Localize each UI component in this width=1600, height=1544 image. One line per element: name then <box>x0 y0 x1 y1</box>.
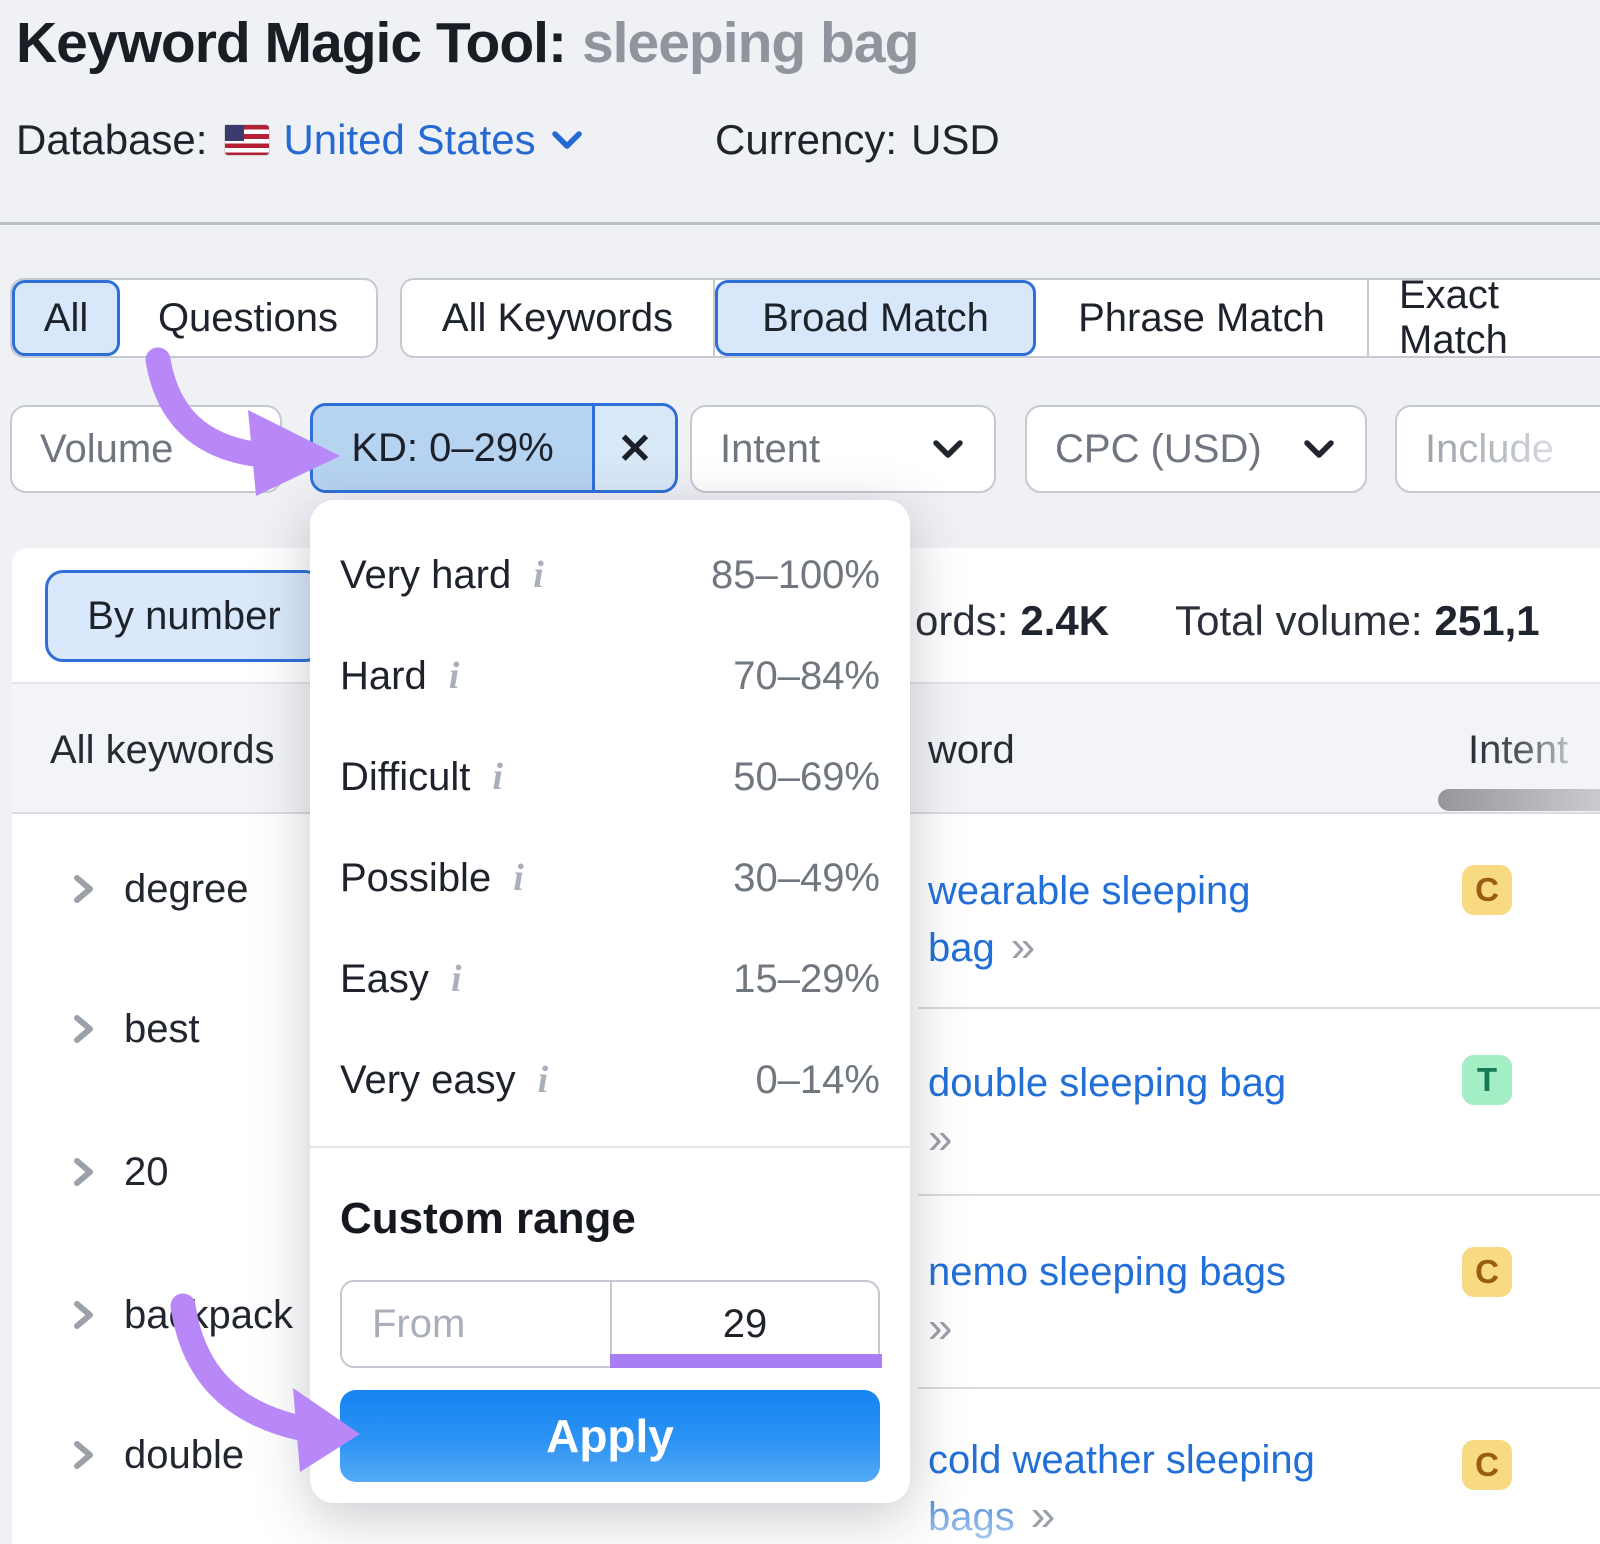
row-divider <box>918 1194 1600 1196</box>
chevron-right-icon[interactable] <box>70 872 96 906</box>
info-icon[interactable]: i <box>537 1059 549 1101</box>
chevron-right-icon[interactable] <box>70 1012 96 1046</box>
apply-button[interactable]: Apply <box>340 1390 880 1482</box>
group-item-best[interactable]: best <box>0 998 310 1060</box>
custom-range-inputs <box>340 1280 880 1368</box>
keyword-row: nemo sleeping bags » <box>928 1244 1388 1357</box>
chevron-down-icon <box>216 436 252 462</box>
include-filter[interactable]: Include <box>1395 405 1600 493</box>
tab-group-question-type: All Questions <box>10 278 378 358</box>
keyword-row: double sleeping bag » <box>928 1055 1388 1168</box>
chevron-right-icon[interactable] <box>70 1298 96 1332</box>
keyword-link[interactable]: wearable sleeping bag» <box>928 869 1251 971</box>
database-selector[interactable]: United States <box>283 116 536 163</box>
page-title-label: Keyword Magic Tool: <box>16 11 567 75</box>
info-icon[interactable]: i <box>533 554 544 596</box>
kd-option-possible[interactable]: Possible i 30–49% <box>340 855 880 900</box>
kd-option-very-hard[interactable]: Very hard i 85–100% <box>340 552 880 597</box>
us-flag-icon <box>225 125 270 155</box>
intent-header-cell: Intent <box>1468 728 1569 772</box>
intent-badge-commercial: C <box>1462 865 1512 915</box>
intent-badge-transactional: T <box>1462 1055 1512 1105</box>
page-title-query: sleeping bag <box>581 11 919 75</box>
groups-header-cell: All keywords <box>50 728 275 772</box>
open-keyword-icon[interactable]: » <box>928 1114 953 1163</box>
chevron-down-icon <box>930 436 966 462</box>
tab-group-match-type: All Keywords Broad Match Phrase Match Ex… <box>400 278 1600 358</box>
info-icon[interactable]: i <box>448 655 460 697</box>
page-title: Keyword Magic Tool: sleeping bag <box>16 10 919 76</box>
kd-filter-chip[interactable]: KD: 0–29% ✕ <box>310 403 678 493</box>
kd-option-very-easy[interactable]: Very easy i 0–14% <box>340 1057 880 1102</box>
intent-badge-commercial: C <box>1462 1247 1512 1297</box>
header-divider <box>0 222 1600 225</box>
cpc-filter[interactable]: CPC (USD) <box>1025 405 1367 493</box>
info-icon[interactable]: i <box>450 958 462 1000</box>
total-volume-label: Total volume: <box>1175 597 1423 644</box>
currency-value: USD <box>911 116 1000 163</box>
keywords-count-label: ords: <box>915 597 1009 644</box>
group-item-20[interactable]: 20 <box>0 1141 310 1203</box>
keyword-link[interactable]: double sleeping bag » <box>928 1061 1287 1163</box>
info-icon[interactable]: i <box>492 756 503 798</box>
kd-option-hard[interactable]: Hard i 70–84% <box>340 653 880 698</box>
tab-phrase-match[interactable]: Phrase Match <box>1036 280 1369 356</box>
intent-badge-commercial: C <box>1462 1440 1512 1490</box>
kd-filter-label[interactable]: KD: 0–29% <box>313 406 592 490</box>
keyword-row: wearable sleeping bag» <box>928 863 1388 976</box>
open-keyword-icon[interactable]: » <box>1030 1491 1056 1540</box>
kd-from-input[interactable] <box>342 1282 610 1366</box>
custom-range-title: Custom range <box>340 1194 636 1243</box>
database-chevron-down-icon[interactable] <box>550 128 584 152</box>
database-label: Database: <box>16 116 208 163</box>
chevron-down-icon <box>1301 436 1337 462</box>
group-item-double[interactable]: double <box>0 1424 310 1486</box>
row-divider <box>918 1007 1600 1009</box>
keyword-link[interactable]: cold weather sleeping bags» <box>928 1438 1315 1540</box>
totals-bar: ords: 2.4K Total volume: 251,1 <box>915 597 1540 645</box>
tab-exact-match[interactable]: Exact Match <box>1369 280 1600 356</box>
keyword-header-cell: word <box>928 728 1015 772</box>
kd-option-easy[interactable]: Easy i 15–29% <box>340 956 880 1001</box>
row-divider <box>918 1387 1600 1389</box>
tab-all-keywords[interactable]: All Keywords <box>402 280 715 356</box>
group-item-backpack[interactable]: backpack <box>0 1284 310 1346</box>
open-keyword-icon[interactable]: » <box>1010 922 1036 971</box>
keywords-count-value: 2.4K <box>1020 597 1110 644</box>
keyword-link[interactable]: nemo sleeping bags » <box>928 1250 1287 1352</box>
keyword-row: cold weather sleeping bags» <box>928 1432 1388 1544</box>
currency-label: Currency: <box>715 116 898 163</box>
tab-all[interactable]: All <box>12 280 120 356</box>
chevron-right-icon[interactable] <box>70 1155 96 1189</box>
group-item-degree[interactable]: degree <box>0 858 310 920</box>
kd-filter-close-icon[interactable]: ✕ <box>592 406 675 490</box>
to-input-highlight-underline <box>610 1354 882 1368</box>
intent-filter[interactable]: Intent <box>690 405 996 493</box>
open-keyword-icon[interactable]: » <box>928 1303 953 1352</box>
total-volume-value: 251,1 <box>1434 597 1540 644</box>
kd-option-difficult[interactable]: Difficult i 50–69% <box>340 754 880 799</box>
info-icon[interactable]: i <box>513 857 524 899</box>
volume-filter[interactable]: Volume <box>10 405 282 493</box>
by-number-button[interactable]: By number <box>45 570 323 662</box>
chevron-right-icon[interactable] <box>70 1438 96 1472</box>
dropdown-divider <box>310 1146 910 1148</box>
horizontal-scrollbar[interactable] <box>1438 789 1600 811</box>
kd-to-input[interactable] <box>610 1282 878 1366</box>
tab-questions[interactable]: Questions <box>157 295 339 340</box>
tab-broad-match[interactable]: Broad Match <box>715 280 1036 356</box>
